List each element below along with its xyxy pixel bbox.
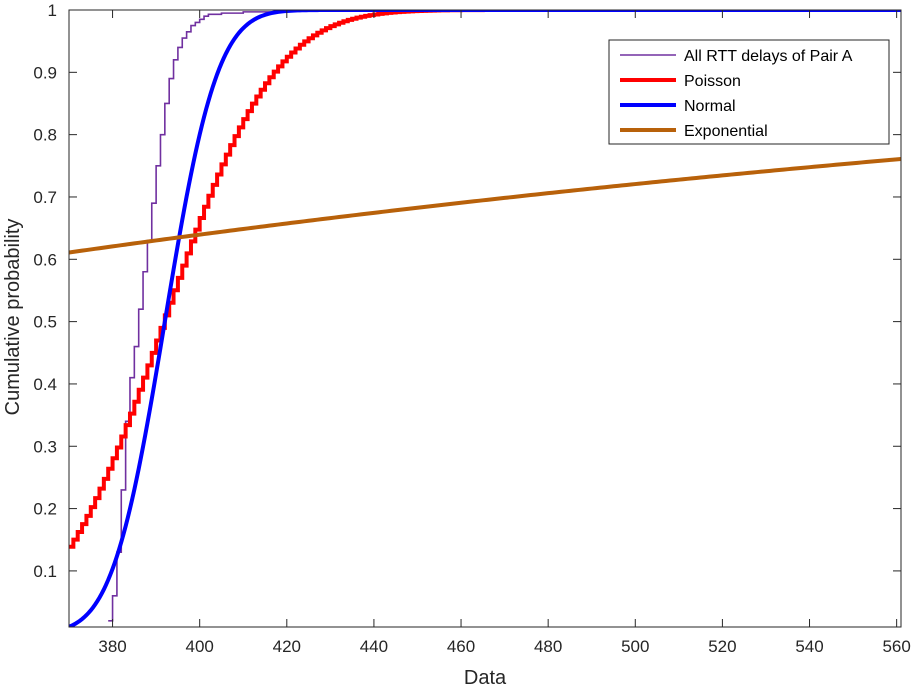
x-tick-label: 440 bbox=[360, 637, 388, 656]
legend-box bbox=[608, 39, 890, 145]
axes-box bbox=[68, 9, 902, 628]
y-tick-label: 1 bbox=[48, 1, 57, 20]
y-tick-label: 0.6 bbox=[33, 250, 57, 269]
x-tick-label: 400 bbox=[185, 637, 213, 656]
y-tick-label: 0.7 bbox=[33, 188, 57, 207]
x-tick-label: 500 bbox=[621, 637, 649, 656]
x-tick-label: 480 bbox=[534, 637, 562, 656]
series-lines bbox=[69, 10, 901, 627]
y-axis-title: Cumulative probability bbox=[2, 219, 24, 416]
x-tick-label: 420 bbox=[273, 637, 301, 656]
x-axis-ticks: 380 400 420 440 460 480 500 520 540 560 bbox=[98, 10, 911, 656]
x-axis-title: Data bbox=[464, 667, 507, 689]
legend-label: Normal bbox=[684, 98, 736, 115]
x-tick-label: 460 bbox=[447, 637, 475, 656]
y-axis-ticks: 0.1 0.2 0.3 0.4 0.5 0.6 0.7 0.8 0.9 1 bbox=[33, 1, 901, 581]
y-tick-label: 0.2 bbox=[33, 500, 57, 519]
legend-label: Exponential bbox=[684, 123, 768, 140]
x-tick-label: 520 bbox=[708, 637, 736, 656]
x-tick-label: 380 bbox=[98, 637, 126, 656]
x-tick-label: 560 bbox=[882, 637, 910, 656]
x-tick-label: 540 bbox=[795, 637, 823, 656]
y-tick-label: 0.1 bbox=[33, 562, 57, 581]
series-line-1 bbox=[69, 10, 901, 549]
y-tick-label: 0.8 bbox=[33, 126, 57, 145]
series-line-3 bbox=[69, 156, 901, 255]
y-tick-label: 0.3 bbox=[33, 437, 57, 456]
y-tick-label: 0.5 bbox=[33, 313, 57, 332]
y-tick-label: 0.9 bbox=[33, 63, 57, 82]
legend-label: All RTT delays of Pair A bbox=[684, 48, 853, 65]
legend-label: Poisson bbox=[684, 73, 741, 90]
y-tick-label: 0.4 bbox=[33, 375, 57, 394]
plot-area bbox=[68, 9, 902, 628]
legend: All RTT delays of Pair A Poisson Normal Exp… bbox=[608, 39, 890, 145]
series-line-2 bbox=[69, 10, 901, 627]
